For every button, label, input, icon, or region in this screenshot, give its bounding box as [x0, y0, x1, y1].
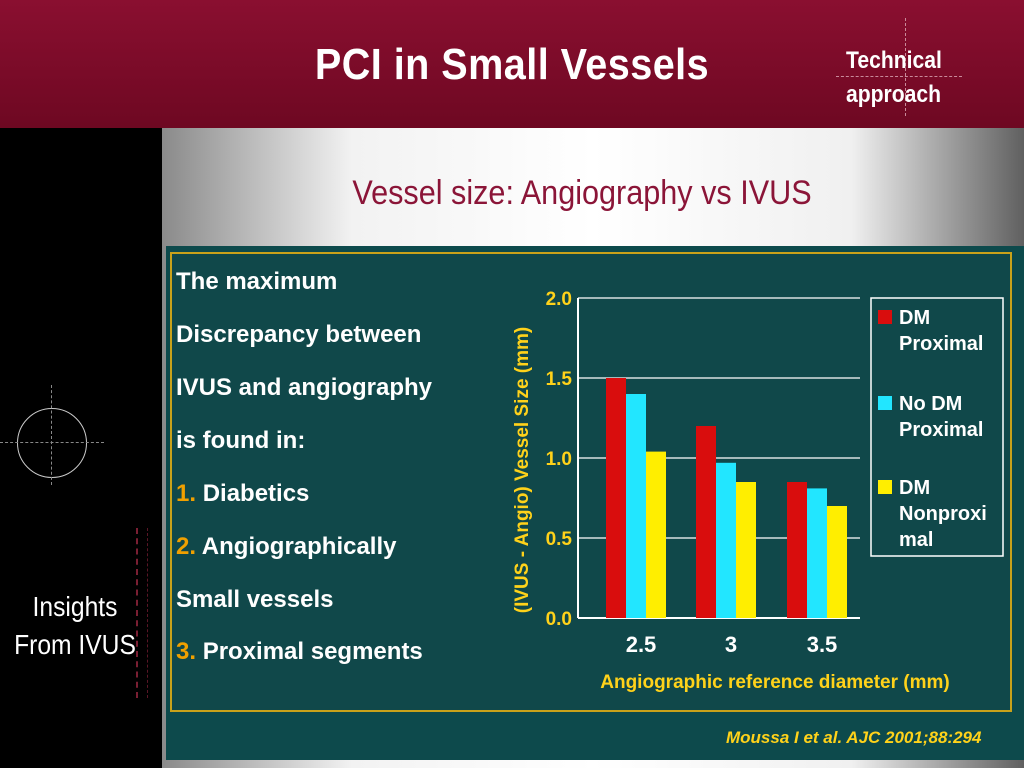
bar [626, 394, 646, 618]
bar [787, 482, 807, 618]
list-item: 2. Angiographically [176, 533, 397, 561]
sidebar-caption: Insights From IVUS [9, 588, 141, 664]
divider-line [136, 528, 138, 698]
list-text: Small vessels [176, 586, 334, 613]
section-label: Technical approach [846, 44, 942, 112]
x-axis-label: Angiographic reference diameter (mm) [600, 672, 949, 693]
y-tick-label: 1.0 [546, 449, 572, 470]
legend-swatch [878, 480, 892, 494]
list-item: 3. Proximal segments [176, 638, 423, 666]
y-tick-label: 0.0 [546, 609, 572, 630]
x-tick-label: 3 [725, 632, 737, 657]
list-number: 2. [176, 533, 197, 560]
list-text: Proximal segments [202, 638, 423, 665]
legend-swatch [878, 396, 892, 410]
text-line: The maximum [176, 268, 338, 295]
list-number: 1. [176, 480, 197, 507]
sidebar-caption-line1: Insights [32, 591, 118, 622]
y-tick-label: 0.5 [546, 529, 573, 550]
text-line: Discrepancy between [176, 321, 422, 348]
bar [716, 462, 736, 618]
bar [827, 506, 847, 618]
section-label-line1: Technical [846, 47, 942, 74]
sidebar-caption-line2: From IVUS [14, 629, 136, 660]
legend-label: Proximal [899, 333, 983, 355]
list-item: Small vessels [176, 586, 333, 614]
legend-label: No DM [899, 393, 962, 415]
legend-box [870, 297, 1004, 557]
list-item: 1. Diabetics [176, 480, 309, 508]
crosshair-decoration [51, 385, 52, 485]
legend-label: Nonproxi [899, 503, 987, 525]
x-tick-label: 2.5 [626, 632, 657, 657]
text-line: IVUS and angiography [176, 374, 433, 401]
y-axis-label: (IVUS - Angio) Vessel Size (mm) [512, 327, 533, 613]
legend-label: mal [899, 529, 933, 551]
header-bar [0, 0, 1024, 128]
target-circle-icon [17, 408, 87, 478]
list-number: 3. [176, 638, 197, 665]
bar [696, 426, 716, 618]
citation: Moussa I et al. AJC 2001;88:294 [726, 728, 982, 747]
x-tick-label: 3.5 [807, 632, 838, 657]
bar [606, 378, 626, 618]
crosshair-decoration [0, 442, 104, 443]
slide-title: PCI in Small Vessels [314, 40, 710, 89]
bar [736, 482, 756, 618]
bar [807, 488, 827, 618]
legend-label: DM [899, 477, 930, 499]
list-text: Angiographically [201, 533, 397, 560]
divider-line [147, 528, 148, 698]
y-tick-label: 2.0 [546, 289, 572, 310]
y-tick-label: 1.5 [546, 369, 573, 390]
legend-swatch [878, 310, 892, 324]
text-line: is found in: [176, 427, 306, 454]
crosshair-decoration [905, 18, 906, 116]
section-label-line2: approach [846, 81, 942, 108]
legend-label: Proximal [899, 419, 983, 441]
slide-subtitle: Vessel size: Angiography vs IVUS [352, 174, 812, 212]
list-text: Diabetics [202, 480, 310, 507]
crosshair-decoration [836, 76, 962, 77]
bar [646, 451, 666, 618]
legend-label: DM [899, 307, 930, 329]
